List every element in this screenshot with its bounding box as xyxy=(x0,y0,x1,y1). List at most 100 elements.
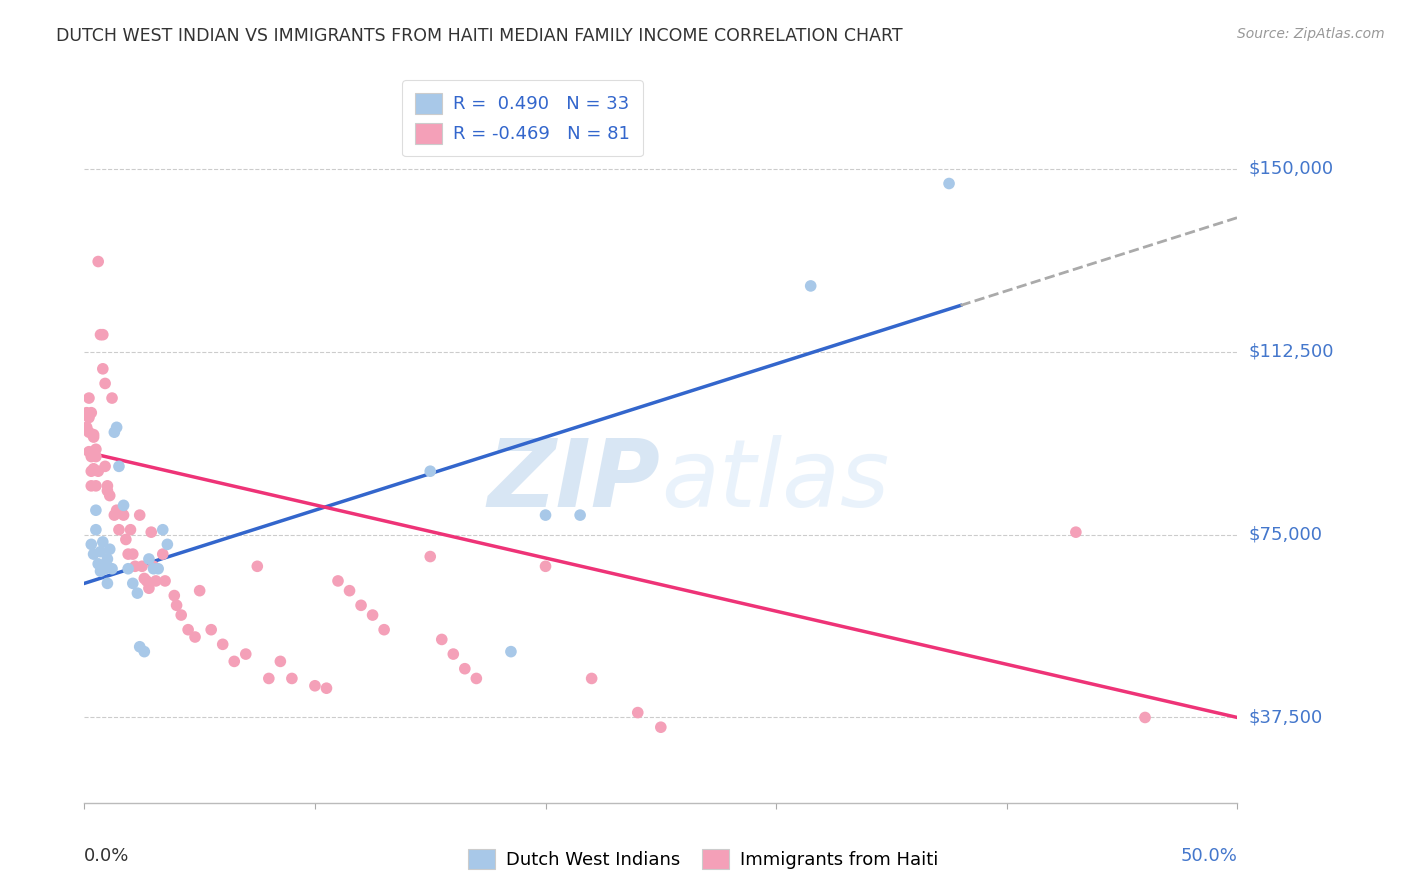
Point xyxy=(326,574,349,588)
Point xyxy=(83,462,105,476)
Point xyxy=(80,464,103,478)
Point xyxy=(98,489,121,503)
Point xyxy=(108,459,131,474)
Point xyxy=(76,406,98,420)
Point xyxy=(134,572,156,586)
Point xyxy=(135,574,157,588)
Point xyxy=(800,279,823,293)
Point xyxy=(80,406,103,420)
Point xyxy=(156,537,179,551)
Legend: Dutch West Indians, Immigrants from Haiti: Dutch West Indians, Immigrants from Hait… xyxy=(458,839,948,879)
Point xyxy=(87,464,110,478)
Point xyxy=(98,542,121,557)
Point xyxy=(77,410,100,425)
Point xyxy=(534,508,557,522)
Point xyxy=(128,640,150,654)
Text: 50.0%: 50.0% xyxy=(1181,847,1237,864)
Point xyxy=(152,547,174,561)
Point xyxy=(138,552,160,566)
Point xyxy=(128,508,150,522)
Point xyxy=(188,583,211,598)
Point xyxy=(89,564,111,578)
Text: $37,500: $37,500 xyxy=(1249,708,1323,726)
Point xyxy=(108,523,131,537)
Point xyxy=(115,533,138,547)
Point xyxy=(96,576,118,591)
Point xyxy=(112,508,135,522)
Point xyxy=(77,425,100,440)
Point xyxy=(120,523,142,537)
Point xyxy=(224,654,246,668)
Point xyxy=(1133,710,1156,724)
Point xyxy=(170,608,193,623)
Point xyxy=(84,523,107,537)
Point xyxy=(339,583,361,598)
Text: $75,000: $75,000 xyxy=(1249,525,1323,543)
Point xyxy=(235,647,257,661)
Point xyxy=(454,662,477,676)
Point xyxy=(1064,525,1087,540)
Point xyxy=(94,376,117,391)
Point xyxy=(105,503,128,517)
Point xyxy=(105,420,128,434)
Point xyxy=(80,479,103,493)
Point xyxy=(441,647,464,661)
Text: DUTCH WEST INDIAN VS IMMIGRANTS FROM HAITI MEDIAN FAMILY INCOME CORRELATION CHAR: DUTCH WEST INDIAN VS IMMIGRANTS FROM HAI… xyxy=(56,27,903,45)
Point xyxy=(153,574,176,588)
Point xyxy=(77,444,100,458)
Point xyxy=(419,464,441,478)
Point xyxy=(163,589,186,603)
Point xyxy=(110,503,132,517)
Point xyxy=(103,508,125,522)
Point xyxy=(94,562,117,576)
Point xyxy=(84,450,107,464)
Text: Source: ZipAtlas.com: Source: ZipAtlas.com xyxy=(1237,27,1385,41)
Point xyxy=(361,608,384,623)
Point xyxy=(134,645,156,659)
Point xyxy=(499,645,522,659)
Text: atlas: atlas xyxy=(661,435,889,526)
Text: ZIP: ZIP xyxy=(488,435,661,527)
Point xyxy=(89,327,111,342)
Point xyxy=(121,547,143,561)
Point xyxy=(141,525,163,540)
Point xyxy=(257,672,280,686)
Point xyxy=(83,547,105,561)
Point xyxy=(96,483,118,498)
Y-axis label: Median Family Income: Median Family Income xyxy=(0,344,8,530)
Point xyxy=(80,537,103,551)
Text: 0.0%: 0.0% xyxy=(84,847,129,864)
Point xyxy=(96,479,118,493)
Point xyxy=(83,430,105,444)
Point xyxy=(142,559,165,574)
Point xyxy=(627,706,650,720)
Point xyxy=(124,559,146,574)
Point xyxy=(304,679,326,693)
Point xyxy=(84,442,107,457)
Point xyxy=(127,586,149,600)
Point xyxy=(373,623,395,637)
Point xyxy=(96,552,118,566)
Point xyxy=(281,672,304,686)
Point xyxy=(350,599,373,613)
Point xyxy=(315,681,337,696)
Point xyxy=(166,599,188,613)
Point xyxy=(211,637,233,651)
Point xyxy=(581,672,603,686)
Point xyxy=(146,562,169,576)
Point xyxy=(184,630,207,644)
Point xyxy=(76,420,98,434)
Point xyxy=(938,177,960,191)
Point xyxy=(84,479,107,493)
Point xyxy=(94,459,117,474)
Text: $150,000: $150,000 xyxy=(1249,160,1333,178)
Point xyxy=(101,391,124,405)
Point xyxy=(89,544,111,558)
Point xyxy=(80,450,103,464)
Text: $112,500: $112,500 xyxy=(1249,343,1334,360)
Point xyxy=(569,508,592,522)
Point xyxy=(101,562,124,576)
Point xyxy=(177,623,200,637)
Point xyxy=(152,523,174,537)
Point xyxy=(77,391,100,405)
